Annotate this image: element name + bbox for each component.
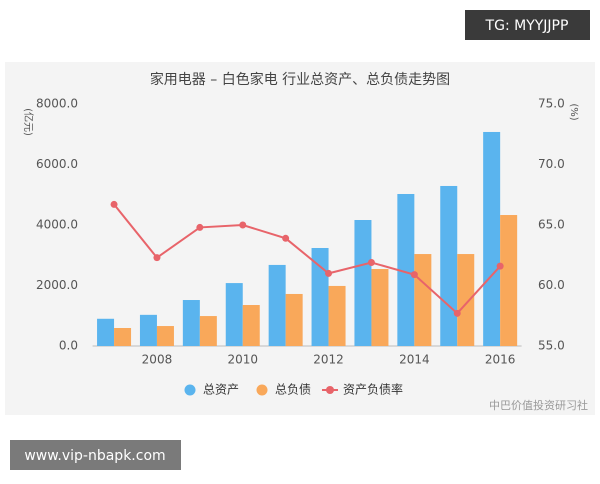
x-tick-label: 2012 — [313, 353, 344, 367]
legend-symbol — [256, 384, 268, 396]
y-tick-label: 0.0 — [59, 339, 78, 353]
y-axis-label: (亿元) — [22, 108, 35, 136]
y-tick-label: 8000.0 — [36, 97, 78, 111]
source: 中巴价值投资研习社 — [489, 398, 588, 412]
bar — [397, 193, 415, 346]
line-point — [110, 200, 118, 208]
watermark-box — [465, 10, 590, 40]
bar — [156, 326, 174, 346]
x-tick-label: 2008 — [142, 353, 173, 367]
bar — [354, 220, 372, 346]
y-tick-label: 4000.0 — [36, 218, 78, 232]
line — [113, 203, 501, 315]
y2-tick-label: 70.0 — [538, 157, 565, 171]
legend-symbol — [326, 386, 334, 394]
y2-tick-label: 65.0 — [538, 218, 565, 232]
line-point — [239, 221, 247, 229]
y2-axis-label: (%) — [568, 103, 579, 120]
line-point — [282, 234, 290, 242]
line-point — [153, 254, 161, 262]
y2-tick-label: 55.0 — [538, 339, 565, 353]
bar — [457, 254, 475, 346]
bar — [97, 318, 115, 346]
line-point — [325, 269, 333, 277]
bar — [199, 316, 217, 346]
bar — [139, 314, 157, 346]
bar — [114, 328, 132, 346]
bar — [500, 215, 518, 346]
bar — [182, 300, 200, 346]
legend-label: 总资产 — [203, 383, 239, 397]
bar — [440, 185, 458, 346]
x-tick-label: 2014 — [399, 353, 430, 367]
y-tick-label: 2000.0 — [36, 278, 78, 292]
bar — [242, 305, 260, 346]
y2-tick-label: 60.0 — [538, 278, 565, 292]
bar — [371, 269, 389, 346]
legend-label: 总负债 — [275, 383, 311, 397]
watermark-top: TG: MYYJJPP — [485, 18, 569, 34]
bar — [414, 254, 432, 346]
chart-title: 家用电器 – 白色家电 行业总资产、总负债走势图 — [150, 71, 450, 88]
watermark-box — [10, 440, 181, 470]
bar — [311, 247, 329, 346]
line-point — [453, 309, 461, 317]
bar — [285, 293, 303, 346]
line-point — [496, 262, 504, 270]
line-point — [196, 223, 204, 231]
x-tick-label: 2010 — [227, 353, 258, 367]
watermark-bottom: www.vip-nbapk.com — [24, 448, 165, 464]
bar — [225, 283, 243, 346]
line-point — [367, 259, 375, 267]
y-tick-label: 6000.0 — [36, 157, 78, 171]
legend-label: 资产负债率 — [343, 382, 403, 397]
bar — [268, 264, 286, 346]
bar — [328, 285, 346, 346]
legend-symbol — [184, 384, 196, 396]
line-point — [410, 271, 418, 279]
bar — [483, 131, 501, 346]
x-tick-label: 2016 — [485, 353, 516, 367]
y2-tick-label: 75.0 — [538, 97, 565, 111]
